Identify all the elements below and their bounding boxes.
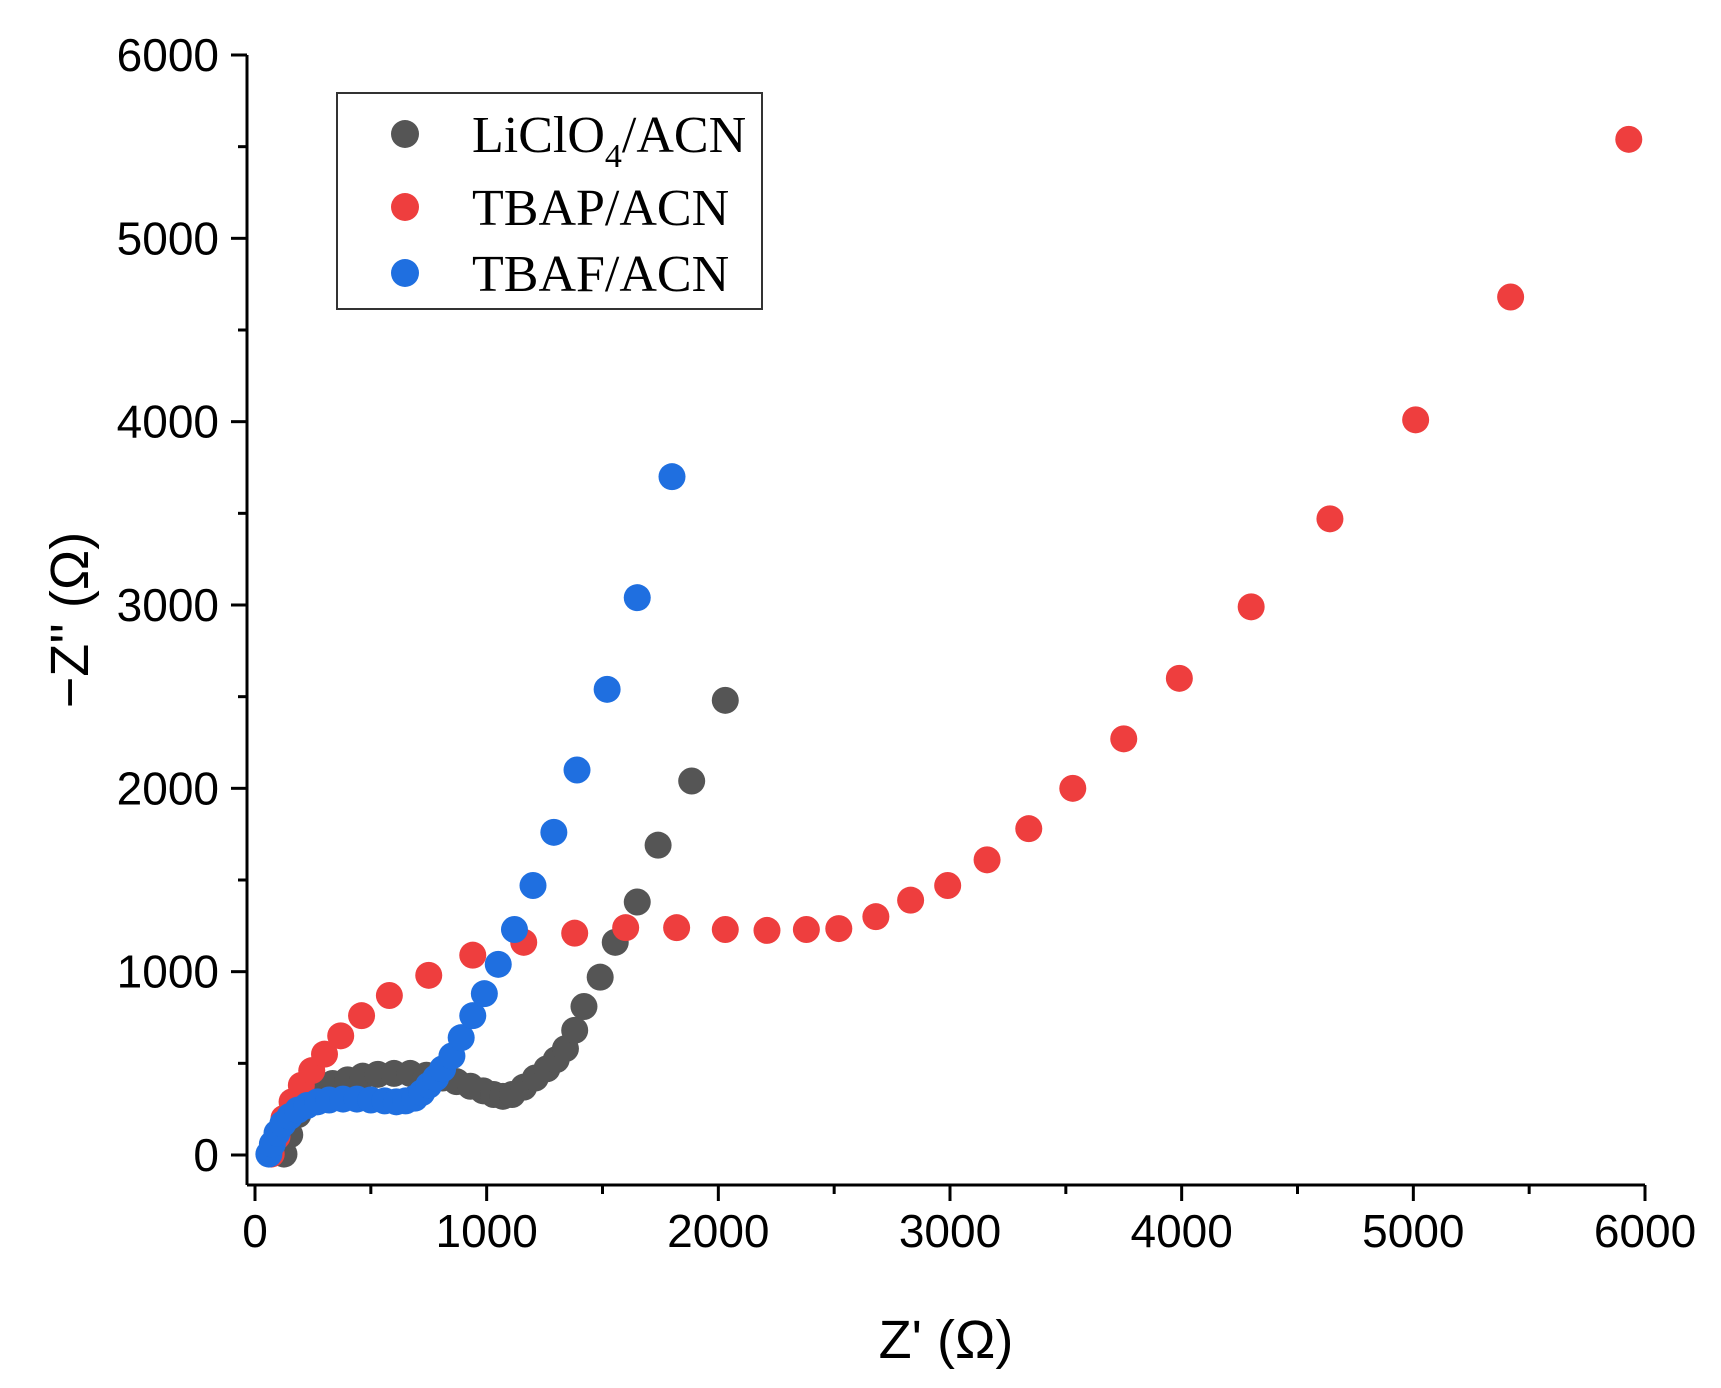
legend: LiClO4/ACN TBAP/ACN TBAF/ACN (336, 92, 763, 310)
data-point-tbaf (519, 872, 547, 899)
data-point-liclo4 (623, 888, 651, 916)
legend-label-tbap: TBAP/ACN (472, 180, 729, 237)
data-point-tbap (375, 982, 403, 1009)
data-point-tbap (1059, 774, 1087, 802)
data-point-tbap (663, 914, 691, 942)
data-point-tbap (1110, 725, 1138, 753)
y-tick-label: 5000 (117, 212, 219, 264)
data-point-tbaf (540, 818, 568, 846)
y-tick-label: 3000 (117, 579, 219, 631)
data-point-liclo4 (644, 831, 672, 859)
legend-label-tbaf: TBAF/ACN (472, 246, 729, 303)
data-point-tbaf (459, 1002, 487, 1030)
data-point-liclo4 (586, 963, 614, 991)
x-axis-title: Z' (Ω) (879, 1310, 1014, 1370)
data-point-tbaf (563, 756, 591, 784)
data-point-tbap (1015, 815, 1043, 843)
data-point-tbaf (484, 950, 512, 978)
data-point-tbap (561, 919, 589, 947)
data-point-tbap (459, 941, 487, 969)
data-point-tbaf (447, 1024, 475, 1052)
data-point-tbaf (470, 980, 498, 1008)
x-tick-label: 5000 (1362, 1205, 1464, 1257)
x-tick-label: 3000 (899, 1205, 1001, 1257)
data-point-tbap (897, 886, 925, 914)
series-tbaf (255, 463, 686, 1168)
legend-marker-liclo4 (391, 120, 419, 148)
x-tick-label: 4000 (1130, 1205, 1232, 1257)
legend-marker-tbaf (391, 259, 419, 287)
data-point-tbap (753, 916, 781, 944)
ticks: 0 1000 2000 3000 4000 5000 6000 0 1000 2000 3000 40… (117, 29, 1697, 1257)
data-point-tbap (862, 903, 890, 931)
data-point-tbap (311, 1040, 338, 1068)
data-point-tbaf (593, 675, 621, 703)
y-tick-label: 6000 (117, 29, 219, 81)
y-tick-label: 4000 (117, 396, 219, 448)
x-tick-label: 2000 (667, 1205, 769, 1257)
legend-label-liclo4-tail: /ACN (622, 107, 746, 164)
data-points (255, 125, 1643, 1168)
data-point-tbap (792, 916, 820, 943)
data-point-tbaf (658, 463, 686, 491)
data-point-tbap (612, 914, 640, 942)
data-point-tbap (1497, 283, 1525, 311)
legend-label-liclo4: LiClO4/ACN (472, 107, 746, 175)
data-point-tbap (1237, 593, 1265, 621)
data-point-liclo4 (678, 767, 706, 795)
data-point-tbap (711, 916, 739, 943)
data-point-liclo4 (570, 993, 598, 1020)
data-point-tbaf (623, 584, 651, 612)
data-point-tbaf (500, 916, 528, 943)
data-point-tbap (1165, 664, 1193, 692)
legend-label-liclo4-sub: 4 (605, 138, 622, 175)
y-tick-label: 1000 (117, 946, 219, 998)
x-tick-label: 0 (242, 1205, 268, 1257)
legend-label-liclo4-main: LiClO (472, 107, 605, 164)
y-tick-label: 0 (193, 1129, 219, 1181)
x-tick-label: 1000 (435, 1205, 537, 1257)
y-tick-label: 2000 (117, 762, 219, 814)
x-tick-label: 6000 (1594, 1205, 1696, 1257)
data-point-tbap (1316, 505, 1344, 533)
data-point-liclo4 (561, 1016, 589, 1044)
data-point-tbap (348, 1002, 376, 1030)
data-point-tbap (327, 1022, 355, 1050)
data-point-tbap (415, 961, 443, 989)
legend-marker-tbap (391, 193, 419, 221)
data-point-liclo4 (711, 686, 739, 714)
data-point-tbap (1615, 125, 1643, 153)
data-point-tbap (825, 915, 853, 943)
series-tbap (257, 125, 1643, 1168)
data-point-tbap (934, 872, 962, 899)
data-point-tbap (1402, 406, 1430, 434)
data-point-tbap (973, 846, 1001, 874)
y-axis-title: −Z'' (Ω) (40, 532, 100, 708)
